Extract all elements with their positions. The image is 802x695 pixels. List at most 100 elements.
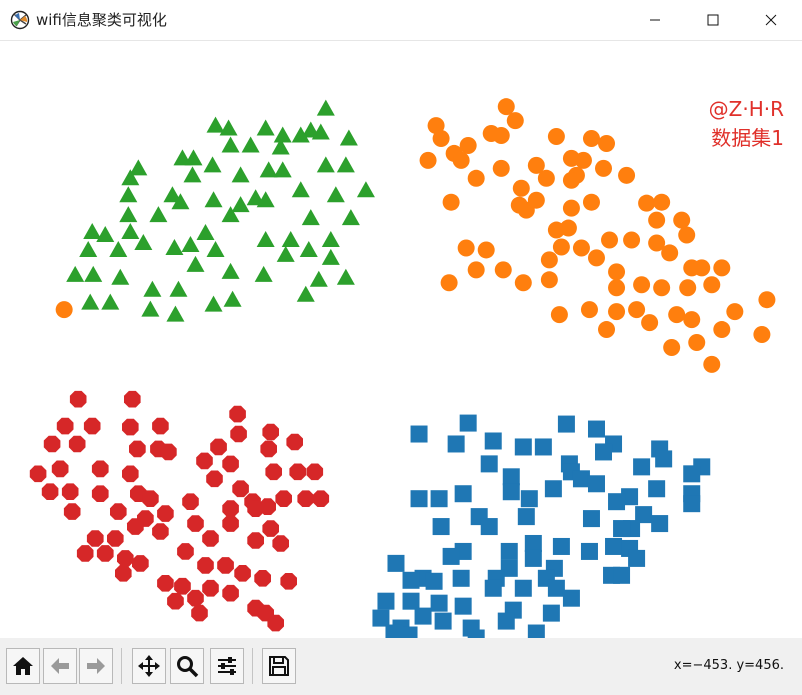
back-button[interactable] xyxy=(43,648,77,684)
pan-button[interactable] xyxy=(132,648,166,684)
cluster-1-point xyxy=(79,240,98,257)
cluster-3-point xyxy=(122,465,139,483)
cluster-1-point xyxy=(206,116,225,133)
zoom-button[interactable] xyxy=(170,648,204,684)
plot-canvas[interactable]: @Z·H·R 数据集1 xyxy=(0,41,802,657)
cluster-2-point xyxy=(547,128,565,146)
watermark-author: @Z·H·R xyxy=(708,97,784,121)
cluster-2-point xyxy=(514,274,532,292)
cluster-4-point xyxy=(402,592,420,610)
cluster-3-point xyxy=(230,425,247,443)
cluster-1-point xyxy=(221,262,240,279)
cluster-1-point xyxy=(111,268,130,285)
cluster-4-point xyxy=(552,537,570,555)
cluster-3-point xyxy=(61,483,79,500)
cluster-1-point xyxy=(121,223,140,240)
cluster-1-point xyxy=(336,268,355,285)
cluster-2-point xyxy=(582,130,600,148)
cluster-3-point xyxy=(96,545,114,562)
cluster-2-point xyxy=(661,244,679,262)
configure-subplots-button[interactable] xyxy=(210,648,244,684)
cluster-2-point xyxy=(527,156,545,174)
cluster-1-point xyxy=(204,191,223,208)
home-button[interactable] xyxy=(6,648,40,684)
cluster-2-point xyxy=(419,151,437,169)
cluster-2-point xyxy=(512,179,530,197)
cluster-4-point xyxy=(580,542,598,560)
close-button[interactable] xyxy=(742,0,800,40)
cluster-2-point xyxy=(587,249,605,267)
cluster-3-point xyxy=(229,405,246,423)
cluster-4-point xyxy=(655,450,673,468)
cluster-3-point xyxy=(167,592,184,610)
cluster-1-point xyxy=(256,119,275,136)
toolbar-separator xyxy=(252,648,253,684)
cluster-1-point xyxy=(309,270,328,287)
cluster-4-point xyxy=(517,508,535,526)
save-icon xyxy=(269,656,289,676)
cluster-4-point xyxy=(524,534,542,552)
cluster-3-point xyxy=(68,435,86,453)
cluster-2-point xyxy=(648,234,666,252)
cluster-1-point xyxy=(143,280,162,297)
cluster-3-point xyxy=(265,463,282,481)
save-button[interactable] xyxy=(262,648,296,684)
cluster-4-point xyxy=(683,495,701,513)
cluster-1-point xyxy=(221,206,240,223)
cluster-1-point xyxy=(119,206,138,223)
cluster-1-point xyxy=(219,119,238,136)
cluster-4-point xyxy=(544,480,562,498)
cluster-3-point xyxy=(234,565,251,582)
cluster-2-point xyxy=(641,314,659,332)
cluster-4-point xyxy=(447,435,465,453)
cluster-3-point xyxy=(262,520,279,537)
cluster-1-point xyxy=(321,231,340,247)
cluster-1-point xyxy=(206,240,225,257)
cluster-1-point xyxy=(273,161,292,178)
cluster-2-point xyxy=(653,279,671,297)
cluster-1-point xyxy=(96,226,115,243)
cluster-1-point xyxy=(129,159,148,176)
forward-button[interactable] xyxy=(79,648,113,684)
cluster-2-point xyxy=(688,333,706,351)
cluster-2-point xyxy=(679,279,697,297)
cluster-4-point xyxy=(587,475,605,493)
cluster-3-point xyxy=(177,543,194,560)
cluster-4-point xyxy=(595,443,613,461)
cluster-3-point xyxy=(132,555,149,572)
cluster-2-point xyxy=(618,166,636,184)
watermark: @Z·H·R 数据集1 xyxy=(709,95,784,153)
cluster-4-point xyxy=(683,465,701,483)
cluster-3-point xyxy=(267,614,284,632)
cluster-2-point xyxy=(572,239,590,257)
cluster-3-point xyxy=(312,490,330,507)
cluster-4-point xyxy=(608,493,626,511)
cluster-4-point xyxy=(648,480,666,498)
cluster-1-point xyxy=(83,223,102,240)
cluster-1-point xyxy=(316,99,335,116)
cursor-coordinates: x=−453. y=456. xyxy=(673,658,784,673)
cluster-1-point xyxy=(203,156,222,173)
cluster-3-point xyxy=(86,530,104,547)
minimize-button[interactable] xyxy=(626,0,684,40)
cluster-3-point xyxy=(197,557,214,574)
maximize-button[interactable] xyxy=(684,0,742,40)
cluster-2-point xyxy=(668,306,686,324)
cluster-2-point xyxy=(494,261,512,279)
cluster-1-point xyxy=(321,248,340,265)
cluster-3-point xyxy=(232,480,249,498)
cluster-1-point xyxy=(281,231,300,247)
cluster-4-point xyxy=(497,612,515,630)
arrow-left-icon xyxy=(51,658,69,674)
cluster-2-point xyxy=(703,276,721,294)
watermark-dataset: 数据集1 xyxy=(711,126,784,150)
cluster-4-point xyxy=(605,537,623,555)
cluster-1-point xyxy=(336,156,355,173)
zoom-icon xyxy=(177,656,199,678)
cluster-3-point xyxy=(182,493,199,510)
cluster-2-point xyxy=(608,279,626,297)
cluster-1-point xyxy=(256,231,275,247)
cluster-3-point xyxy=(259,498,276,515)
cluster-3-point xyxy=(247,532,264,549)
cluster-4-point xyxy=(572,470,590,488)
